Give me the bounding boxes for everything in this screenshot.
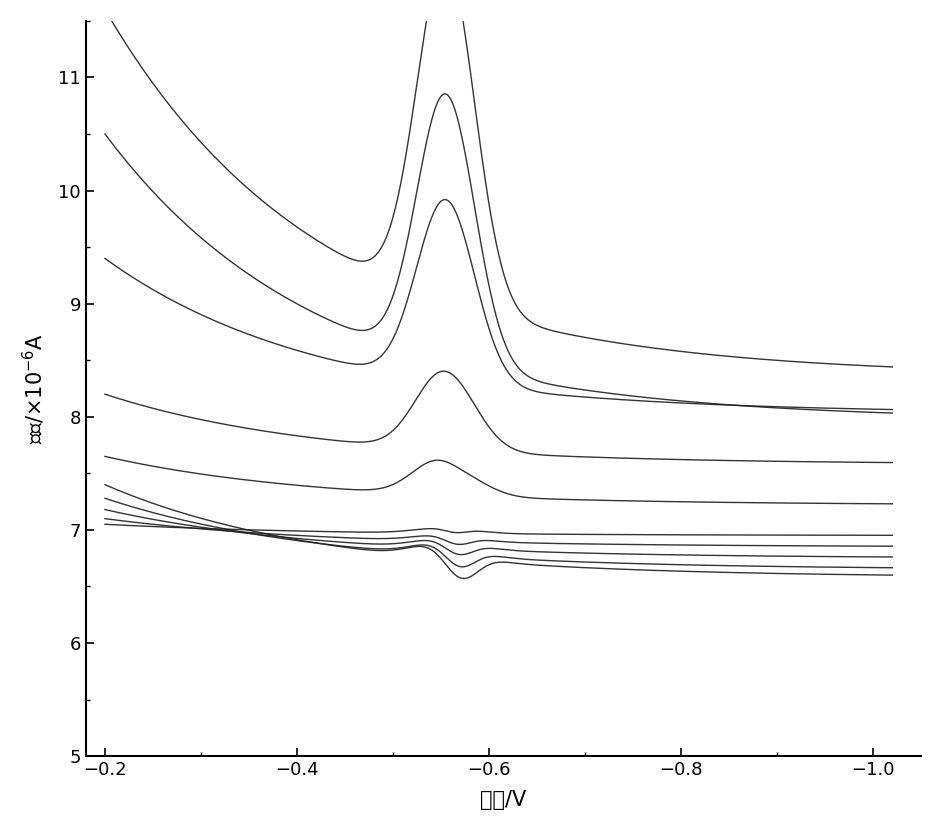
X-axis label: 电势/V: 电势/V [480,790,527,810]
Y-axis label: 电流/×10$^{-6}$A: 电流/×10$^{-6}$A [21,333,47,444]
